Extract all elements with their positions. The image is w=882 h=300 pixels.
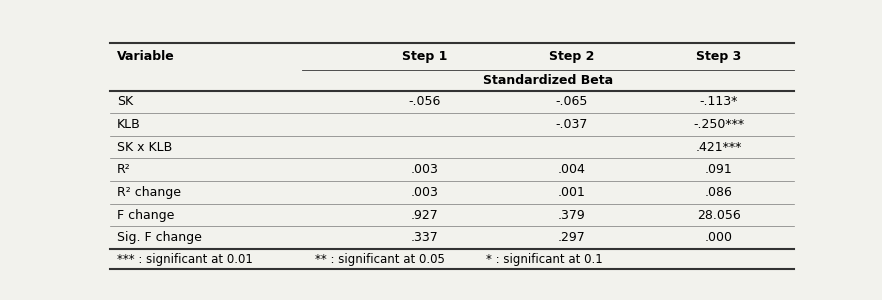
Text: R² change: R² change <box>117 186 181 199</box>
Text: .086: .086 <box>705 186 733 199</box>
Text: .001: .001 <box>557 186 586 199</box>
Text: R²: R² <box>117 163 131 176</box>
Text: .003: .003 <box>411 163 438 176</box>
Text: .004: .004 <box>557 163 586 176</box>
Text: -.056: -.056 <box>408 95 441 108</box>
Text: Standardized Beta: Standardized Beta <box>482 74 613 87</box>
Text: * : significant at 0.1: * : significant at 0.1 <box>486 253 603 266</box>
Text: SK: SK <box>117 95 133 108</box>
Text: .379: .379 <box>557 208 586 221</box>
Text: Step 2: Step 2 <box>549 50 594 63</box>
Text: -.037: -.037 <box>556 118 587 131</box>
Text: .003: .003 <box>411 186 438 199</box>
Text: -.250***: -.250*** <box>693 118 744 131</box>
Text: ** : significant at 0.05: ** : significant at 0.05 <box>316 253 445 266</box>
Text: .000: .000 <box>705 231 733 244</box>
Text: -.113*: -.113* <box>699 95 738 108</box>
Text: .297: .297 <box>557 231 586 244</box>
Text: *** : significant at 0.01: *** : significant at 0.01 <box>117 253 253 266</box>
Text: .091: .091 <box>705 163 732 176</box>
Text: -.065: -.065 <box>556 95 587 108</box>
Text: .337: .337 <box>411 231 438 244</box>
Text: SK x KLB: SK x KLB <box>117 141 172 154</box>
Text: .927: .927 <box>411 208 438 221</box>
Text: Variable: Variable <box>117 50 175 63</box>
Text: F change: F change <box>117 208 175 221</box>
Text: Step 1: Step 1 <box>402 50 447 63</box>
Text: .421***: .421*** <box>695 141 742 154</box>
Text: 28.056: 28.056 <box>697 208 741 221</box>
Text: Sig. F change: Sig. F change <box>117 231 202 244</box>
Text: Step 3: Step 3 <box>696 50 741 63</box>
Text: KLB: KLB <box>117 118 141 131</box>
